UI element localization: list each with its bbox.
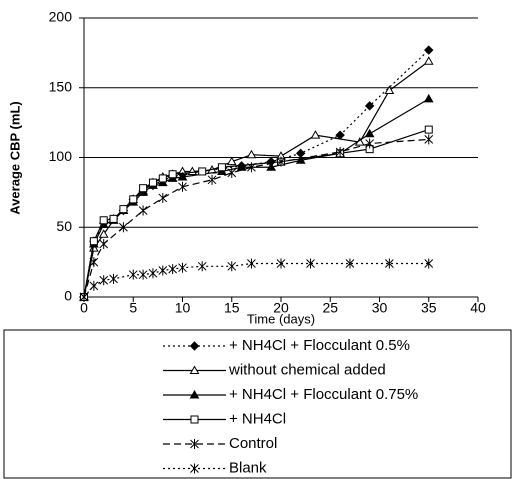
y-tick-label: 0 (64, 288, 72, 304)
data-point (227, 261, 237, 272)
data-point (89, 280, 99, 291)
data-point (226, 156, 237, 166)
data-point (364, 128, 375, 138)
data-point (276, 258, 286, 269)
data-point (168, 170, 177, 179)
data-point (197, 261, 207, 272)
data-point (129, 195, 138, 204)
data-point (310, 130, 321, 139)
data-point (139, 184, 148, 193)
data-point (99, 238, 109, 249)
legend-label: + NH4Cl (229, 410, 286, 427)
legend-label: + NH4Cl + Flocculant 0.75% (229, 386, 418, 403)
data-point (335, 146, 345, 157)
series-line (83, 262, 429, 298)
data-point (79, 292, 89, 302)
data-point (177, 172, 188, 181)
data-point (247, 162, 256, 173)
legend-label: Control (229, 435, 277, 452)
legend-box (3, 329, 512, 479)
series-line (83, 138, 429, 298)
legend-marker (190, 463, 199, 474)
data-point (236, 162, 247, 171)
data-point (158, 265, 168, 276)
data-point (423, 56, 434, 65)
data-point (384, 85, 395, 95)
x-tick-label: 20 (273, 300, 289, 316)
data-point (424, 134, 434, 145)
legend-marker (190, 439, 199, 449)
data-point (89, 257, 99, 268)
legend-marker (189, 365, 200, 374)
data-point (227, 167, 237, 178)
data-point (247, 258, 256, 269)
data-point (423, 93, 434, 103)
data-point (158, 192, 168, 203)
x-tick-label: 0 (80, 300, 88, 316)
data-point (345, 258, 355, 269)
data-point (138, 269, 148, 280)
data-point (335, 130, 345, 140)
y-tick-label: 150 (49, 78, 73, 94)
y-tick-label: 200 (49, 9, 73, 25)
legend-marker (189, 389, 200, 399)
legend-marker (189, 341, 200, 351)
x-tick-label: 10 (175, 300, 191, 316)
data-point (295, 155, 306, 164)
data-point (158, 174, 167, 183)
legend-marker (190, 415, 199, 424)
data-point (198, 167, 207, 176)
data-point (364, 101, 375, 111)
data-point (99, 216, 108, 225)
data-point (109, 273, 118, 284)
data-point (178, 181, 187, 192)
data-point (109, 214, 118, 223)
x-tick-label: 25 (322, 300, 338, 316)
legend-label: + NH4Cl + Flocculant 0.5% (229, 337, 410, 354)
x-tick-label: 5 (129, 300, 137, 316)
data-point (246, 149, 257, 159)
series-line (83, 129, 429, 298)
series-line (83, 49, 430, 298)
data-point (178, 262, 187, 273)
data-point (138, 205, 148, 216)
legend-label: without chemical added (228, 361, 386, 378)
data-point (99, 275, 109, 286)
data-point (266, 162, 277, 171)
x-tick-label: 40 (470, 300, 486, 316)
legend-label: Blank (229, 459, 267, 476)
data-point (148, 178, 157, 187)
data-point (424, 125, 433, 134)
data-point (98, 229, 109, 238)
data-point (365, 138, 375, 149)
y-tick-label: 100 (49, 148, 73, 164)
x-tick-label: 35 (421, 300, 437, 316)
x-axis-title: Time (days) (247, 311, 315, 326)
y-tick-label: 50 (56, 218, 72, 234)
x-tick-label: 30 (372, 300, 388, 316)
data-point (148, 268, 158, 279)
x-tick-label: 15 (224, 300, 240, 316)
data-point (119, 222, 128, 233)
data-point (128, 269, 138, 280)
data-point (276, 156, 286, 167)
data-point (89, 237, 98, 246)
data-point (119, 205, 128, 214)
series-line (83, 60, 430, 298)
data-point (424, 258, 434, 269)
data-point (217, 163, 226, 172)
data-point (384, 258, 394, 269)
data-point (306, 258, 315, 269)
data-point (424, 45, 434, 55)
data-point (168, 264, 178, 275)
data-point (207, 174, 217, 185)
y-axis-title: Average CBP (mL) (7, 101, 22, 214)
